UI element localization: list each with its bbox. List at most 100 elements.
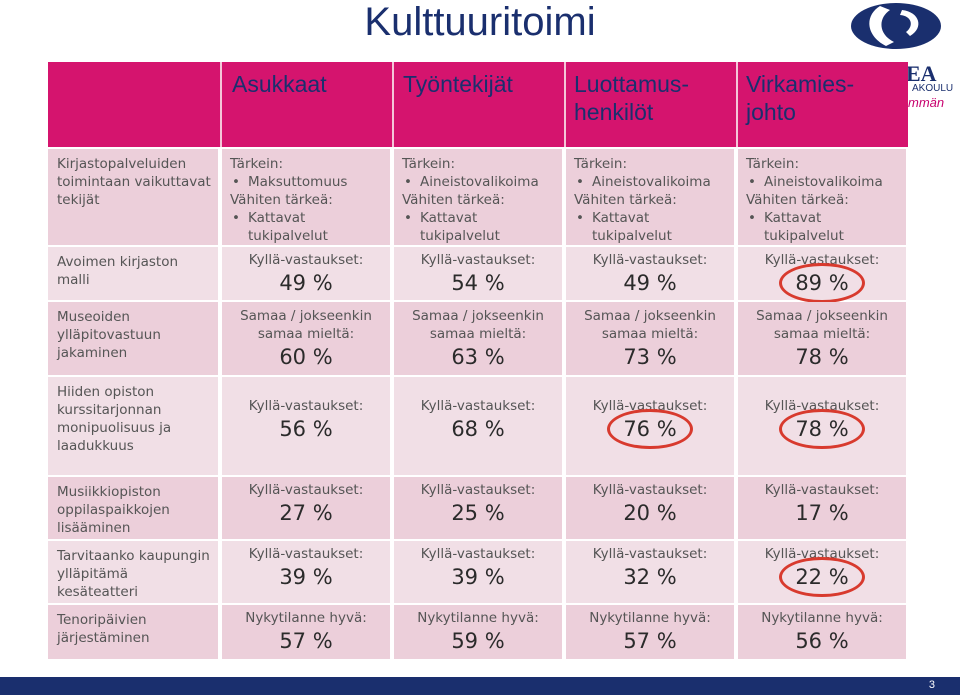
most-important-label: Tärkein: (402, 156, 455, 172)
most-important-label: Tärkein: (230, 156, 283, 172)
most-important-value: Maksuttomuus (248, 174, 348, 190)
cell-tyontekijat: Kyllä-vastaukset: 25 % (394, 477, 562, 539)
cell-asukkaat: Tärkein: • Maksuttomuus Vähiten tärkeä: • Kat… (222, 149, 390, 245)
logo-subtext: AKOULU (912, 83, 954, 94)
cell-caption: Kyllä-vastaukset: (248, 482, 364, 498)
most-important-value: Aineistovalikoima (764, 174, 883, 190)
cell-luottamushenkilot: Kyllä-vastaukset: 20 % (566, 477, 734, 539)
least-important-value: Kattavat (764, 210, 822, 226)
least-important-value-cont: tukipalvelut (248, 228, 328, 244)
row-label: Museoiden ylläpitovastuun jakaminen (48, 302, 218, 375)
cell-caption: Samaa / jokseenkin samaa mieltä: (584, 308, 716, 342)
cell-value: 39 % (451, 565, 505, 589)
cell-caption: Nykytilanne hyvä: (761, 610, 883, 626)
cell-value: 25 % (451, 501, 505, 525)
cell-luottamushenkilot: Kyllä-vastaukset: 49 % (566, 247, 734, 300)
cell-luottamushenkilot: Nykytilanne hyvä: 57 % (566, 605, 734, 659)
cell-value: 56 % (279, 417, 333, 441)
least-important-value: Kattavat (592, 210, 650, 226)
cell-caption: Kyllä-vastaukset: (248, 252, 364, 268)
least-important-label: Vähiten tärkeä: (230, 192, 333, 208)
page-number: 3 (928, 679, 935, 691)
cell-tyontekijat: Tärkein: • Aineistovalikoima Vähiten tärkeä… (394, 149, 562, 245)
row-label: Tarvitaanko kaupungin ylläpitämä kesätea… (48, 541, 218, 603)
cell-caption: Kyllä-vastaukset: (420, 546, 536, 562)
cell-value: 73 % (623, 345, 677, 369)
bullet-icon: • (232, 174, 240, 190)
least-important-value-cont: tukipalvelut (764, 228, 844, 244)
cell-virkamiesjohto: Nykytilanne hyvä: 56 % (738, 605, 906, 659)
cell-value: 56 % (795, 629, 849, 653)
cell-asukkaat: Kyllä-vastaukset: 56 % (222, 377, 390, 475)
cell-caption: Kyllä-vastaukset: (248, 398, 364, 414)
cell-tyontekijat: Samaa / jokseenkin samaa mieltä: 63 % (394, 302, 562, 375)
cell-asukkaat: Kyllä-vastaukset: 49 % (222, 247, 390, 300)
row-label: Tenoripäivien järjestäminen (48, 605, 218, 659)
highlight-circle (779, 557, 865, 597)
cell-luottamushenkilot: Kyllä-vastaukset: 76 % (566, 377, 734, 475)
bullet-icon: • (576, 210, 584, 226)
cell-caption: Kyllä-vastaukset: (764, 398, 880, 414)
least-important-value-cont: tukipalvelut (592, 228, 672, 244)
cell-value: 54 % (451, 271, 505, 295)
cell-value: 57 % (279, 629, 333, 653)
most-important-label: Tärkein: (746, 156, 799, 172)
cell-value: 27 % (279, 501, 333, 525)
cell-caption: Nykytilanne hyvä: (417, 610, 539, 626)
cell-caption: Samaa / jokseenkin samaa mieltä: (240, 308, 372, 342)
bullet-icon: • (576, 174, 584, 190)
least-important-label: Vähiten tärkeä: (402, 192, 505, 208)
bullet-icon: • (748, 174, 756, 190)
cell-virkamiesjohto: Tärkein: • Aineistovalikoima Vähiten tärkeä… (738, 149, 906, 245)
cell-luottamushenkilot: Kyllä-vastaukset: 32 % (566, 541, 734, 603)
cell-caption: Kyllä-vastaukset: (764, 252, 880, 268)
cell-caption: Nykytilanne hyvä: (589, 610, 711, 626)
cell-asukkaat: Nykytilanne hyvä: 57 % (222, 605, 390, 659)
cell-tyontekijat: Kyllä-vastaukset: 39 % (394, 541, 562, 603)
cell-value: 49 % (279, 271, 333, 295)
cell-value: 32 % (623, 565, 677, 589)
cell-tyontekijat: Kyllä-vastaukset: 68 % (394, 377, 562, 475)
least-important-label: Vähiten tärkeä: (574, 192, 677, 208)
cell-virkamiesjohto: Kyllä-vastaukset: 22 % (738, 541, 906, 603)
cell-value: 59 % (451, 629, 505, 653)
least-important-value-cont: tukipalvelut (420, 228, 500, 244)
cell-value: 17 % (795, 501, 849, 525)
bullet-icon: • (748, 210, 756, 226)
cell-value: 68 % (451, 417, 505, 441)
cell-value: 60 % (279, 345, 333, 369)
page-title: Kulttuuritoimi (364, 0, 596, 44)
least-important-value: Kattavat (420, 210, 478, 226)
highlight-circle (779, 263, 865, 303)
cell-caption: Kyllä-vastaukset: (592, 398, 708, 414)
cell-caption: Kyllä-vastaukset: (592, 252, 708, 268)
cell-tyontekijat: Kyllä-vastaukset: 54 % (394, 247, 562, 300)
most-important-label: Tärkein: (574, 156, 627, 172)
cell-value: 57 % (623, 629, 677, 653)
university-logo-icon (851, 3, 941, 49)
bullet-icon: • (404, 174, 412, 190)
bullet-icon: • (404, 210, 412, 226)
cell-virkamiesjohto: Kyllä-vastaukset: 78 % (738, 377, 906, 475)
cell-asukkaat: Samaa / jokseenkin samaa mieltä: 60 % (222, 302, 390, 375)
row-label: Musiikkiopiston oppilaspaikkojen lisäämi… (48, 477, 218, 539)
cell-caption: Nykytilanne hyvä: (245, 610, 367, 626)
cell-caption: Samaa / jokseenkin samaa mieltä: (412, 308, 544, 342)
least-important-value: Kattavat (248, 210, 306, 226)
cell-caption: Kyllä-vastaukset: (592, 546, 708, 562)
cell-caption: Kyllä-vastaukset: (420, 398, 536, 414)
cell-caption: Kyllä-vastaukset: (764, 546, 880, 562)
cell-caption: Samaa / jokseenkin samaa mieltä: (756, 308, 888, 342)
cell-caption: Kyllä-vastaukset: (764, 482, 880, 498)
logo-tagline: mmän (908, 95, 945, 110)
cell-value: 20 % (623, 501, 677, 525)
row-label: Hiiden opiston kurssitarjonnan monipuoli… (48, 377, 218, 475)
cell-asukkaat: Kyllä-vastaukset: 39 % (222, 541, 390, 603)
bullet-icon: • (232, 210, 240, 226)
cell-caption: Kyllä-vastaukset: (248, 546, 364, 562)
most-important-value: Aineistovalikoima (592, 174, 711, 190)
cell-value: 63 % (451, 345, 505, 369)
most-important-value: Aineistovalikoima (420, 174, 539, 190)
header-row (48, 62, 908, 147)
cell-asukkaat: Kyllä-vastaukset: 27 % (222, 477, 390, 539)
